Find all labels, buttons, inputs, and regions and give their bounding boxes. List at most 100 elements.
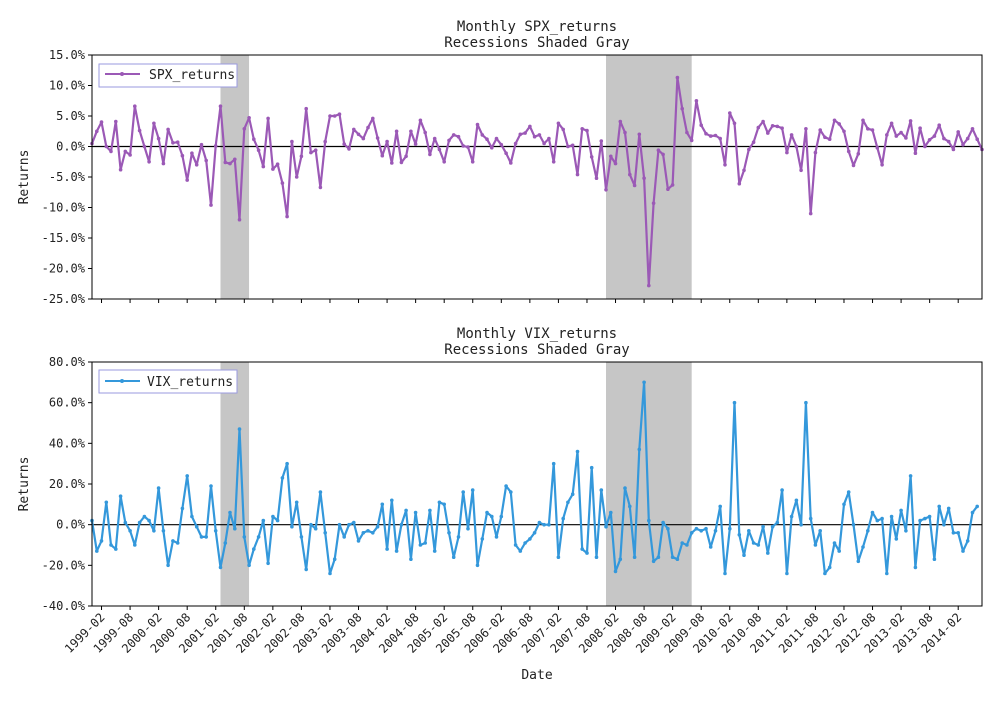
vix-data-point-144 <box>775 520 780 525</box>
vix-legend-label: VIX_returns <box>147 375 233 390</box>
spx-data-point-109 <box>609 154 613 159</box>
vix-data-point-39 <box>275 518 280 523</box>
spx-data-point-92 <box>528 124 532 129</box>
spx-data-point-57 <box>361 136 366 141</box>
spx-data-point-127 <box>694 99 699 103</box>
spx-data-point-87 <box>504 151 508 155</box>
spx-series-line <box>90 76 983 287</box>
spx-data-point-37 <box>266 116 270 121</box>
spx-data-point-85 <box>494 136 499 141</box>
vix-data-point-143 <box>770 524 775 529</box>
spx-data-point-169 <box>894 134 899 138</box>
spx-data-point-60 <box>375 136 380 140</box>
vix-data-point-123 <box>675 557 680 561</box>
vix-data-point-10 <box>137 520 142 525</box>
spx-data-point-46 <box>309 150 313 155</box>
spx-data-point-157 <box>837 122 841 126</box>
vix-y-axis-label: Returns <box>17 457 32 512</box>
spx-data-point-21 <box>190 151 194 155</box>
vix-data-point-18 <box>175 541 180 545</box>
spx-data-point-175 <box>923 144 927 149</box>
spx-data-point-132 <box>718 136 722 141</box>
spx-data-point-84 <box>490 145 494 150</box>
spx-data-point-126 <box>689 138 694 143</box>
vix-data-point-182 <box>956 531 960 535</box>
vix-data-point-125 <box>685 543 689 547</box>
vix-data-point-87 <box>504 484 508 488</box>
vix-data-point-45 <box>304 567 309 572</box>
spx-data-point-152 <box>813 150 818 155</box>
vix-data-point-74 <box>442 502 447 507</box>
spx-data-point-65 <box>399 160 404 165</box>
vix-data-point-20 <box>185 474 189 478</box>
spx-data-point-54 <box>347 147 351 151</box>
vix-data-point-114 <box>632 555 637 559</box>
spx-data-point-89 <box>513 141 518 146</box>
vix-plot-area: -40.0% -20.0% 0.0% 20.0% 40.0% 60.0% 80.0% <box>42 355 983 613</box>
vix-data-point-84 <box>490 514 494 519</box>
vix-data-point-6 <box>118 494 123 499</box>
vix-data-point-165 <box>875 518 880 523</box>
spx-data-point-69 <box>418 118 423 123</box>
spx-chart-title: Monthly SPX_returns <box>457 19 617 35</box>
vix-data-point-29 <box>228 510 232 515</box>
vix-data-point-146 <box>785 571 789 576</box>
spx-data-point-158 <box>842 129 846 134</box>
spx-data-point-17 <box>171 141 175 145</box>
vix-legend-box <box>98 369 238 394</box>
spx-data-point-75 <box>447 138 451 143</box>
vix-data-point-73 <box>437 500 442 505</box>
spx-data-point-147 <box>789 133 794 137</box>
spx-data-point-161 <box>856 152 861 156</box>
spx-data-point-172 <box>908 119 913 123</box>
spx-data-point-8 <box>128 153 132 157</box>
vix-data-point-150 <box>804 400 808 405</box>
spx-data-point-170 <box>899 130 903 135</box>
vix-data-point-69 <box>418 543 423 547</box>
vix-data-point-130 <box>708 545 713 549</box>
spx-data-point-160 <box>851 163 856 168</box>
spx-data-point-111 <box>618 119 623 124</box>
vix-legend: VIX_returns <box>98 369 238 394</box>
spx-data-point-118 <box>651 201 656 205</box>
vix-data-point-180 <box>946 506 951 511</box>
vix-data-point-72 <box>432 549 437 553</box>
spx-y-tick-label-5: 0.0% <box>56 140 86 154</box>
spx-data-point-14 <box>156 136 161 141</box>
spx-data-point-95 <box>542 141 546 146</box>
vix-data-point-183 <box>961 549 965 553</box>
spx-data-point-162 <box>861 118 865 123</box>
vix-data-point-164 <box>870 510 875 515</box>
spx-data-point-186 <box>975 137 979 141</box>
spx-data-point-71 <box>428 152 432 157</box>
spx-data-point-91 <box>523 131 527 135</box>
spx-data-point-58 <box>366 125 370 130</box>
vix-data-point-50 <box>328 571 332 576</box>
vix-y-tick-label-4: 40.0% <box>49 436 86 450</box>
spx-data-point-179 <box>942 136 946 141</box>
spx-data-point-50 <box>328 114 332 118</box>
spx-data-point-121 <box>666 187 670 191</box>
spx-data-point-163 <box>866 127 870 131</box>
vix-data-point-99 <box>561 516 565 521</box>
spx-data-point-42 <box>290 139 294 144</box>
vix-data-point-52 <box>337 522 342 527</box>
spx-data-point-19 <box>180 153 185 158</box>
spx-data-point-13 <box>152 121 156 126</box>
spx-data-point-23 <box>199 142 204 147</box>
spx-legend: SPX_returns <box>98 63 238 88</box>
vix-data-point-137 <box>742 553 746 557</box>
vix-data-point-127 <box>694 526 699 531</box>
spx-data-point-62 <box>385 139 389 144</box>
vix-data-point-160 <box>851 522 856 527</box>
vix-data-point-56 <box>356 539 361 543</box>
spx-data-point-11 <box>142 144 147 149</box>
spx-data-point-33 <box>247 116 251 120</box>
vix-data-point-58 <box>366 529 370 533</box>
vix-data-point-85 <box>494 535 499 539</box>
spx-data-point-72 <box>432 136 437 141</box>
spx-data-point-110 <box>613 161 618 166</box>
vix-data-point-117 <box>647 518 651 523</box>
